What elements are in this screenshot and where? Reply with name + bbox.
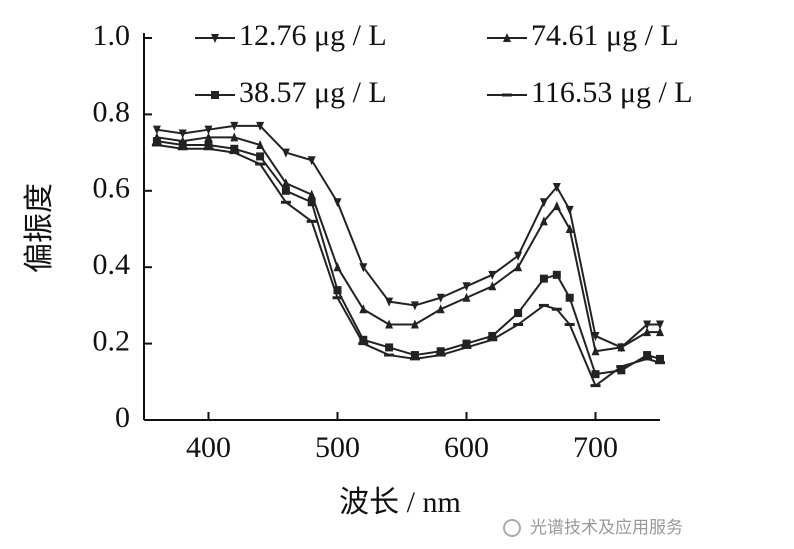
marker xyxy=(565,205,574,215)
marker xyxy=(552,182,561,192)
marker xyxy=(256,139,265,149)
marker xyxy=(552,201,561,211)
marker xyxy=(591,370,600,379)
marker xyxy=(488,331,497,340)
marker xyxy=(256,121,265,131)
marker xyxy=(281,186,290,195)
marker xyxy=(565,224,574,233)
series-line xyxy=(156,140,661,376)
y-tick-label: 0.8 xyxy=(93,95,131,128)
marker xyxy=(152,125,161,135)
legend-label: 12.76 μg / L xyxy=(239,19,387,52)
marker xyxy=(462,292,471,302)
marker xyxy=(656,320,664,330)
marker xyxy=(617,342,626,352)
marker xyxy=(359,263,368,273)
watermark: 光谱技术及应用服务 xyxy=(530,518,683,538)
legend-label: 116.53 μg / L xyxy=(531,76,693,109)
marker xyxy=(539,216,548,226)
marker xyxy=(539,274,548,283)
y-tick-label: 0.6 xyxy=(93,172,131,205)
marker xyxy=(643,351,652,360)
marker xyxy=(436,293,445,303)
marker xyxy=(591,346,600,356)
marker xyxy=(333,286,342,295)
y-axis-title: 偏振度 xyxy=(23,183,56,273)
x-axis-title: 波长 / nm xyxy=(339,486,461,519)
marker xyxy=(204,125,213,135)
marker xyxy=(436,347,445,356)
marker xyxy=(436,304,445,314)
marker xyxy=(410,351,419,360)
marker xyxy=(410,301,419,311)
marker xyxy=(333,198,342,208)
marker xyxy=(656,354,664,363)
marker xyxy=(204,132,213,142)
marker xyxy=(178,129,187,139)
marker xyxy=(617,366,626,375)
marker xyxy=(211,34,219,43)
legend-label: 38.57 μg / L xyxy=(239,76,387,109)
y-tick-label: 0.2 xyxy=(93,324,131,357)
y-tick-label: 1.0 xyxy=(93,19,131,52)
marker xyxy=(359,335,368,344)
marker xyxy=(514,262,523,272)
watermark-icon xyxy=(503,519,521,537)
series-line xyxy=(156,136,660,353)
x-tick-label: 700 xyxy=(573,431,618,464)
marker xyxy=(462,282,471,292)
marker xyxy=(514,251,523,261)
marker xyxy=(152,137,161,146)
marker xyxy=(359,304,368,314)
marker xyxy=(256,152,265,161)
marker xyxy=(643,320,652,330)
marker xyxy=(307,189,316,199)
marker xyxy=(565,293,574,302)
marker xyxy=(204,140,213,149)
marker xyxy=(230,132,239,142)
x-tick-label: 500 xyxy=(315,431,360,464)
series-line xyxy=(156,124,660,349)
legend-label: 74.61 μg / L xyxy=(531,19,679,52)
marker xyxy=(656,327,664,337)
marker xyxy=(281,178,290,188)
marker xyxy=(211,91,219,99)
marker xyxy=(514,309,523,318)
marker xyxy=(385,319,394,329)
marker xyxy=(333,262,342,272)
marker xyxy=(230,121,239,131)
marker xyxy=(410,319,419,329)
y-tick-label: 0 xyxy=(115,401,130,434)
marker xyxy=(488,270,497,280)
x-tick-label: 400 xyxy=(186,431,231,464)
marker xyxy=(552,270,561,279)
marker xyxy=(307,198,316,207)
marker xyxy=(643,327,652,337)
y-tick-label: 0.4 xyxy=(93,248,131,281)
marker xyxy=(539,198,548,208)
marker xyxy=(230,144,239,153)
x-tick-label: 600 xyxy=(444,431,489,464)
marker xyxy=(178,140,187,149)
marker xyxy=(462,339,471,348)
marker xyxy=(503,33,511,42)
marker xyxy=(591,331,600,341)
marker xyxy=(385,343,394,352)
marker xyxy=(488,281,497,291)
series-line xyxy=(156,143,661,387)
marker xyxy=(385,297,394,307)
marker xyxy=(281,148,290,158)
marker xyxy=(307,156,316,166)
